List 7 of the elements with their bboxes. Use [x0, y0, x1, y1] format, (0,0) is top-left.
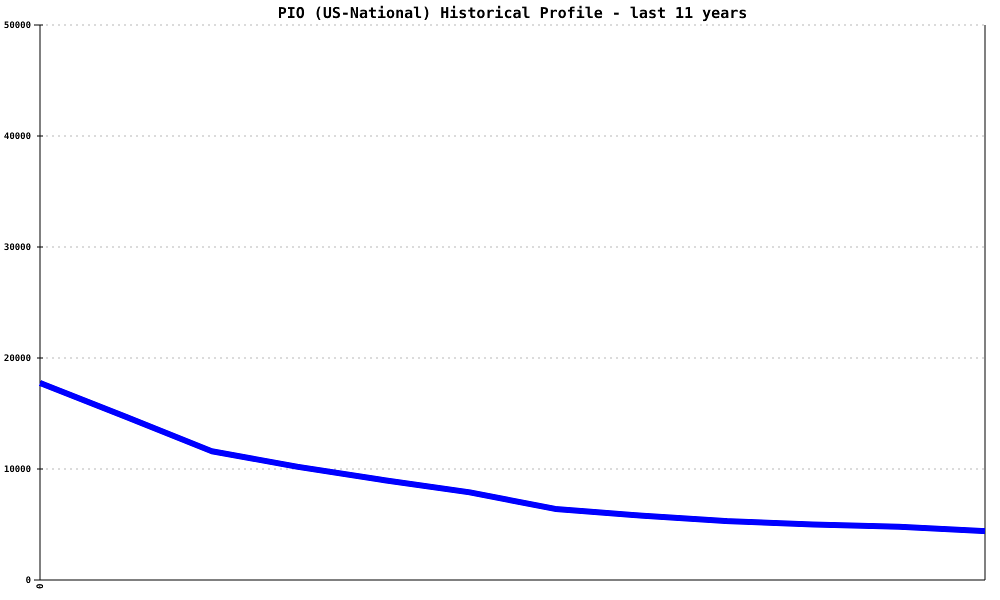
y-tick-label: 30000 [4, 242, 31, 253]
y-tick-label: 20000 [4, 354, 31, 364]
chart-title: PIO (US-National) Historical Profile - last 11 years [278, 4, 748, 22]
y-tick-label: 10000 [4, 464, 31, 475]
category-label: 0 [36, 584, 46, 590]
y-tick-label: 40000 [4, 132, 31, 142]
y-tick-label: 50000 [4, 20, 31, 31]
